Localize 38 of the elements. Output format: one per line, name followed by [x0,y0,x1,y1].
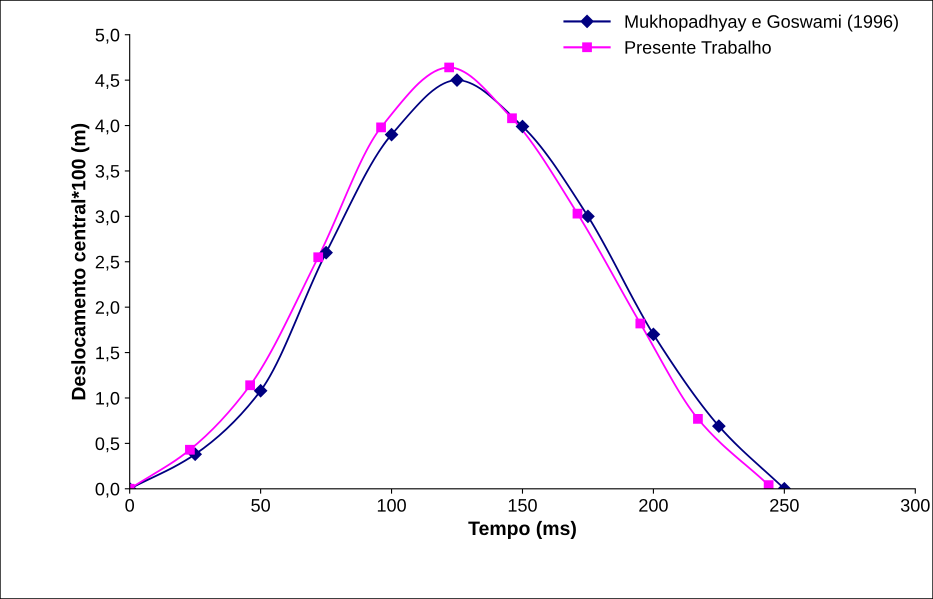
y-tick-label: 4,5 [95,74,120,89]
legend-label: Mukhopadhyay e Goswami (1996) [626,14,898,32]
y-tick-label: 3,5 [96,164,120,180]
x-tick-label: 100 [378,498,406,512]
x-tick-label: 0 [125,498,134,512]
y-tick-label: 2,5 [96,256,120,271]
legend-label: Presente Trabalho [626,40,771,54]
point [516,120,530,134]
y-tick-label: 1,0 [96,392,120,407]
point [693,414,703,424]
point [581,210,595,223]
y-tick-label: 0,5 [96,437,120,452]
x-tick-label: 300 [900,498,930,512]
y-tick-label: 2,0 [96,301,120,316]
y-tick-label: 5,0 [96,28,120,44]
y-axis-title: Deslocamento central*100 (m) [71,124,90,400]
x-axis-title: Tempo (ms) [468,520,576,540]
point [712,420,726,433]
point [635,318,646,328]
x-tick-label: 250 [770,498,799,512]
y-tick-label: 1,5 [96,346,120,362]
y-tick-label: 0,0 [96,482,120,498]
point [319,246,333,260]
x-tick-label: 50 [251,498,270,512]
x-tick-label: 150 [508,498,537,512]
y-tick-label: 4,0 [95,119,120,134]
x-tick-label: 200 [639,498,668,512]
point [507,113,517,124]
point [572,208,582,218]
point [444,62,454,72]
y-tick-label: 3,0 [96,210,120,226]
point [313,252,324,262]
point [384,128,398,142]
point [254,384,268,398]
point [245,380,256,390]
point [646,328,660,341]
point [450,74,464,87]
point [376,122,386,132]
